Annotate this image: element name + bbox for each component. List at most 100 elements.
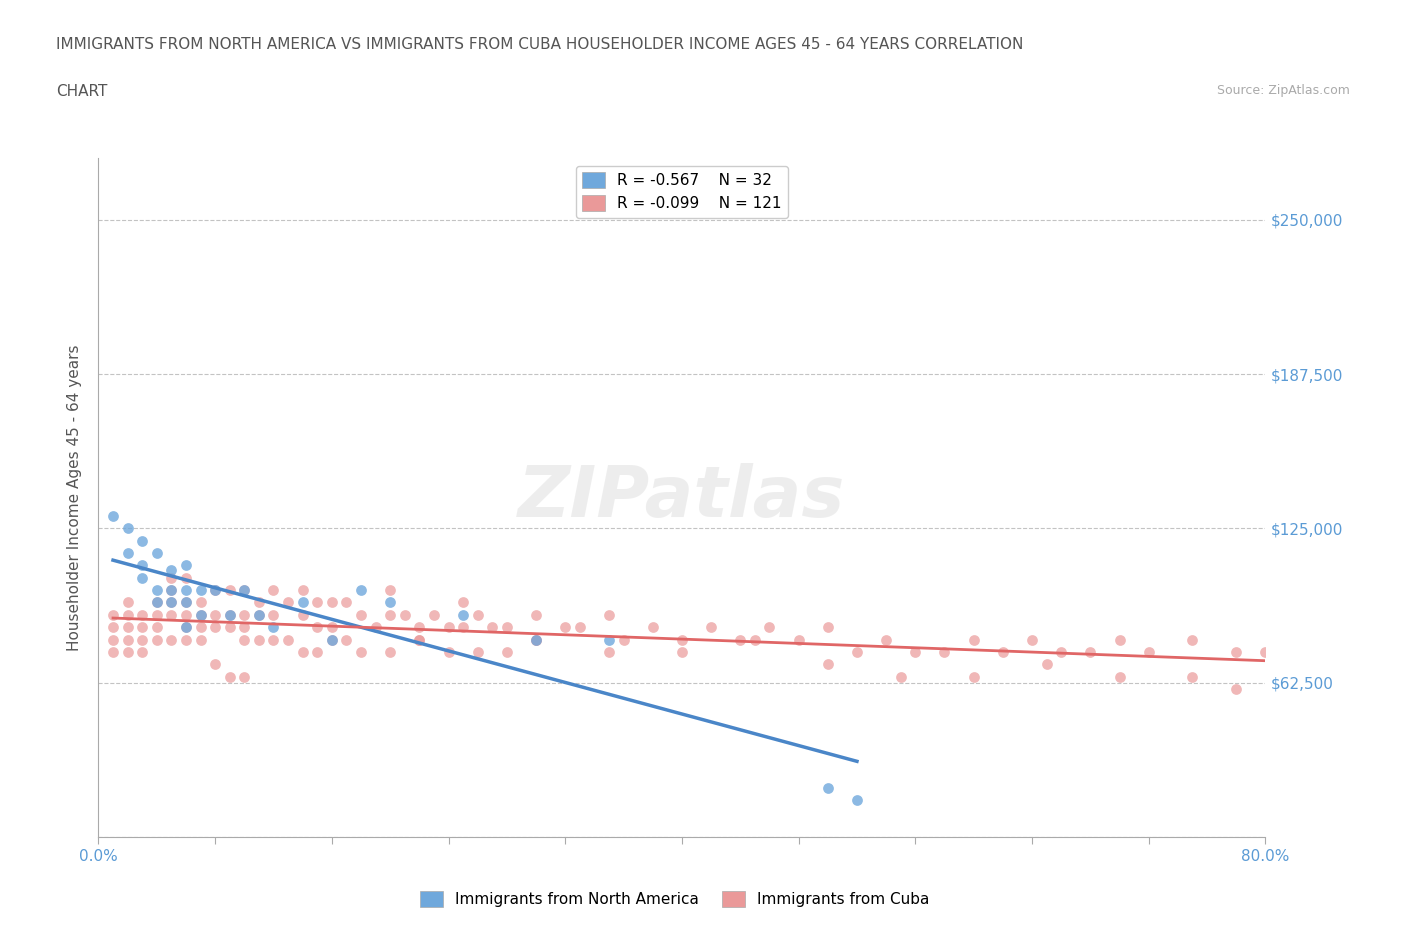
Point [495, 619, 517, 634]
Point [247, 595, 270, 610]
Point [890, 669, 912, 684]
Point [321, 632, 343, 647]
Point [190, 607, 212, 622]
Point [408, 619, 430, 634]
Point [408, 632, 430, 647]
Point [160, 632, 183, 647]
Point [174, 607, 197, 622]
Point [174, 619, 197, 634]
Point [641, 619, 664, 634]
Point [321, 619, 343, 634]
Point [247, 607, 270, 622]
Point [408, 632, 430, 647]
Point [378, 607, 402, 622]
Point [146, 583, 169, 598]
Point [437, 619, 460, 634]
Point [350, 583, 373, 598]
Point [218, 607, 240, 622]
Point [174, 570, 197, 585]
Point [612, 632, 634, 647]
Point [991, 644, 1014, 659]
Point [481, 619, 503, 634]
Point [174, 583, 197, 598]
Point [962, 669, 984, 684]
Point [160, 595, 183, 610]
Point [174, 632, 197, 647]
Point [146, 607, 169, 622]
Point [1021, 632, 1043, 647]
Point [1108, 669, 1130, 684]
Point [218, 607, 240, 622]
Point [247, 632, 270, 647]
Point [131, 558, 153, 573]
Point [787, 632, 810, 647]
Point [117, 521, 139, 536]
Point [350, 644, 373, 659]
Point [277, 595, 299, 610]
Point [817, 619, 839, 634]
Point [1137, 644, 1160, 659]
Point [131, 619, 153, 634]
Point [160, 595, 183, 610]
Point [117, 607, 139, 622]
Point [146, 632, 169, 647]
Point [1108, 632, 1130, 647]
Point [524, 632, 547, 647]
Point [335, 595, 357, 610]
Point [277, 632, 299, 647]
Point [307, 644, 329, 659]
Point [307, 595, 329, 610]
Legend: Immigrants from North America, Immigrants from Cuba: Immigrants from North America, Immigrant… [413, 884, 936, 913]
Point [204, 607, 226, 622]
Point [307, 619, 329, 634]
Point [131, 607, 153, 622]
Point [1050, 644, 1073, 659]
Point [131, 644, 153, 659]
Point [160, 607, 183, 622]
Point [554, 619, 576, 634]
Point [204, 657, 226, 671]
Point [160, 570, 183, 585]
Point [233, 583, 256, 598]
Point [218, 669, 240, 684]
Point [117, 619, 139, 634]
Point [291, 607, 314, 622]
Point [1181, 669, 1204, 684]
Point [845, 792, 868, 807]
Point [233, 583, 256, 598]
Point [146, 546, 169, 561]
Point [190, 607, 212, 622]
Point [262, 619, 284, 634]
Point [524, 607, 547, 622]
Point [131, 533, 153, 548]
Point [101, 644, 124, 659]
Point [467, 644, 489, 659]
Point [1181, 632, 1204, 647]
Point [437, 644, 460, 659]
Point [335, 632, 357, 647]
Point [451, 607, 474, 622]
Point [700, 619, 723, 634]
Point [524, 632, 547, 647]
Point [101, 619, 124, 634]
Point [817, 657, 839, 671]
Point [146, 595, 169, 610]
Point [117, 595, 139, 610]
Point [758, 619, 780, 634]
Point [146, 619, 169, 634]
Point [204, 583, 226, 598]
Point [1035, 657, 1057, 671]
Point [962, 632, 984, 647]
Point [671, 632, 693, 647]
Point [934, 644, 956, 659]
Point [218, 619, 240, 634]
Point [451, 595, 474, 610]
Point [247, 607, 270, 622]
Point [378, 583, 402, 598]
Point [233, 669, 256, 684]
Point [671, 644, 693, 659]
Point [524, 632, 547, 647]
Point [117, 644, 139, 659]
Point [744, 632, 766, 647]
Point [174, 595, 197, 610]
